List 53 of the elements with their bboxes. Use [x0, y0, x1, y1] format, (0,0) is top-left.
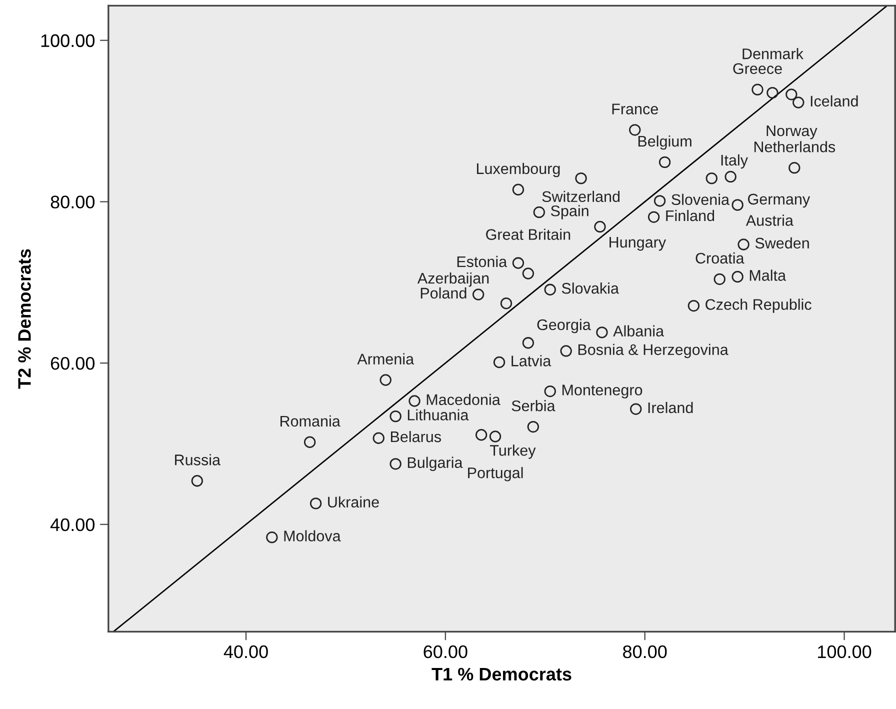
annotation: Greece [733, 63, 782, 74]
annotation: Turkey [490, 444, 536, 459]
annotation: Czech Republic [706, 298, 812, 313]
y-tick-label: 60.00 [50, 357, 95, 370]
annotation: Sweden [755, 237, 809, 249]
annotation: Macedonia [426, 394, 500, 406]
annotation: Norway [766, 126, 818, 140]
annotation: Lithuania [408, 409, 469, 420]
annotation: Denmark [742, 48, 804, 60]
annotation: Estonia [457, 256, 508, 268]
y-tick-label: 40.00 [50, 518, 95, 532]
annotation: Italy [721, 154, 748, 169]
annotation: Belgium [638, 135, 692, 150]
y-tick-label: 100.00 [41, 34, 95, 48]
annotation: Iceland [810, 95, 858, 107]
annotation: Slovakia [562, 282, 619, 294]
y-tick-label: 80.00 [50, 196, 95, 208]
annotation: Netherlands [754, 141, 836, 152]
annotation: Germany [748, 194, 810, 208]
annotation: Croatia [696, 252, 744, 264]
annotation: Bosnia & Herzegovina [578, 344, 728, 358]
annotation: Ukraine [328, 496, 379, 508]
annotation: Azerbaijan [417, 272, 489, 287]
annotation: Latvia [512, 355, 552, 366]
annotation: Georgia [537, 318, 591, 334]
annotation: Ireland [648, 402, 693, 414]
annotation: France [612, 104, 658, 114]
annotation: Portugal [468, 467, 523, 482]
annotation: Malta [750, 270, 786, 281]
annotation: Belarus [390, 430, 441, 442]
annotation: Spain [550, 205, 588, 220]
annotation: Switzerland [542, 190, 620, 202]
annotation: Serbia [512, 400, 556, 412]
x-tick-label: 40.00 [224, 645, 268, 658]
annotation: Romania [280, 415, 340, 427]
annotation: Albania [613, 325, 664, 337]
x-tick-label: 60.00 [424, 645, 468, 658]
annotation: Russia [175, 454, 221, 466]
annotation: Austria [746, 214, 794, 226]
annotation: Finland [666, 210, 714, 222]
x-axis-title: T1 % Democrats [432, 668, 572, 681]
x-tick-label: 80.00 [623, 645, 667, 658]
annotation: Hungary [610, 237, 666, 251]
annotation: Great Britain [486, 228, 570, 240]
annotation: Moldova [284, 530, 341, 542]
annotation: Armenia [357, 353, 414, 364]
annotation: Slovenia [672, 194, 730, 206]
annotation: Luxembourg [477, 162, 560, 178]
annotation: Montenegro [562, 384, 642, 398]
annotation: Poland [420, 287, 466, 299]
x-tick-label: 100.00 [818, 645, 872, 658]
y-axis-title: T2 % Democrats [18, 249, 31, 389]
annotation: Bulgaria [408, 456, 463, 472]
